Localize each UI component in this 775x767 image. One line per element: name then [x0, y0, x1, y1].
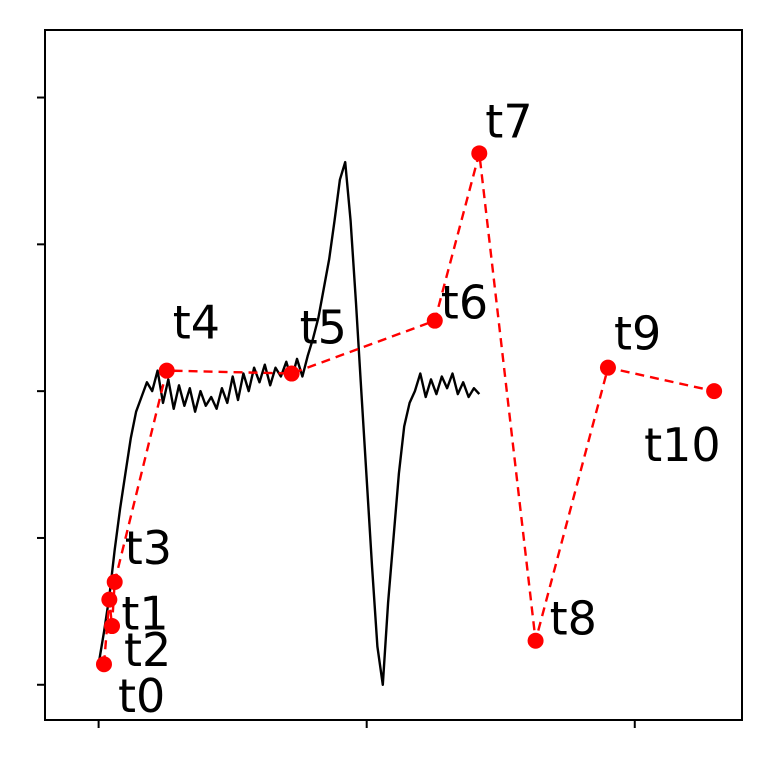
keypoint-t2: [104, 618, 121, 635]
y-axis-ticks: [37, 96, 45, 686]
keypoint-label-t2: t2: [124, 623, 171, 677]
keypoint-t4: [158, 362, 175, 379]
keypoint-label-t8: t8: [550, 592, 597, 646]
keypoint-markers: [95, 145, 723, 673]
keypoint-dashed-line: [102, 152, 715, 665]
keypoint-t8: [527, 632, 544, 649]
keypoint-label-t0: t0: [118, 669, 165, 723]
keypoint-t10: [706, 383, 723, 400]
keypoint-label-t10: t10: [644, 418, 721, 472]
keypoint-t6: [426, 312, 443, 329]
keypoint-label-t1: t1: [121, 587, 168, 641]
keypoint-label-t4: t4: [173, 296, 220, 350]
x-axis-ticks: [97, 720, 636, 728]
keypoint-t0: [95, 656, 112, 673]
keypoint-t9: [599, 359, 616, 376]
keypoint-label-t6: t6: [441, 276, 488, 330]
keypoint-t1: [101, 591, 118, 608]
keypoint-t3: [106, 574, 123, 590]
keypoint-label-t5: t5: [300, 301, 347, 355]
keypoint-t5: [283, 365, 300, 382]
keypoint-label-t3: t3: [125, 521, 172, 575]
keypoint-t7: [471, 145, 488, 162]
keypoint-label-t7: t7: [485, 94, 532, 148]
keypoint-label-t9: t9: [614, 307, 661, 361]
